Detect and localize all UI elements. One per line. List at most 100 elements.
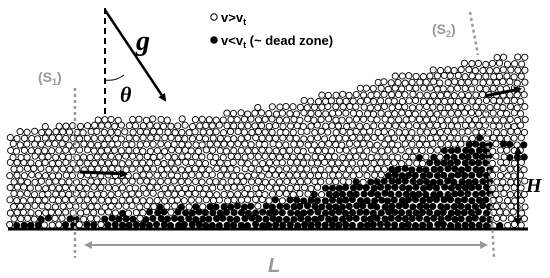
- grain-flowing: [305, 142, 311, 148]
- grain-flowing: [39, 154, 45, 160]
- grain-flowing: [409, 79, 415, 85]
- grain-dead: [273, 222, 279, 228]
- grain-dead: [452, 216, 458, 222]
- grain-flowing: [283, 103, 289, 109]
- grain-flowing: [161, 161, 167, 167]
- grain-flowing: [123, 167, 129, 173]
- grain-flowing: [137, 166, 143, 172]
- grain-dead: [116, 216, 122, 222]
- grain-flowing: [494, 215, 500, 221]
- grain-dead: [466, 142, 472, 148]
- grain-flowing: [199, 179, 205, 185]
- grain-flowing: [269, 104, 275, 110]
- grain-flowing: [444, 92, 450, 98]
- grain-dead: [301, 210, 307, 216]
- grain-flowing: [302, 185, 308, 191]
- grain-flowing: [164, 117, 170, 123]
- grain-dead: [388, 191, 394, 197]
- grain-flowing: [308, 123, 314, 129]
- grain-flowing: [234, 117, 240, 123]
- grain-flowing: [276, 167, 282, 173]
- grain-flowing: [318, 128, 324, 134]
- grain-dead: [455, 198, 461, 204]
- grain-flowing: [326, 166, 332, 172]
- grain-flowing: [42, 160, 48, 166]
- grain-flowing: [343, 98, 349, 104]
- grain-flowing: [56, 222, 62, 228]
- grain-dead: [417, 167, 423, 173]
- grain-dead: [483, 197, 489, 203]
- grain-flowing: [168, 123, 174, 129]
- grain-flowing: [130, 129, 136, 135]
- grain-flowing: [416, 141, 422, 147]
- grain-flowing: [45, 154, 51, 160]
- grain-flowing: [207, 191, 213, 197]
- grain-dead: [256, 216, 262, 222]
- grain-flowing: [427, 148, 433, 154]
- grain-flowing: [505, 123, 511, 129]
- grain-flowing: [395, 79, 401, 85]
- grain-dead: [336, 185, 342, 191]
- grain-flowing: [340, 91, 346, 97]
- grain-flowing: [130, 153, 136, 159]
- grain-flowing: [144, 129, 150, 135]
- grain-flowing: [396, 129, 402, 135]
- grain-flowing: [235, 128, 241, 134]
- grain-flowing: [95, 117, 101, 123]
- grain-flowing: [379, 148, 385, 154]
- grain-flowing: [473, 92, 479, 98]
- grain-flowing: [433, 135, 439, 141]
- grain-flowing: [92, 160, 98, 166]
- grain-flowing: [375, 105, 381, 111]
- grain-flowing: [406, 160, 412, 166]
- grain-flowing: [339, 117, 345, 123]
- grain-flowing: [133, 160, 139, 166]
- grain-flowing: [410, 154, 416, 160]
- grain-flowing: [14, 198, 20, 204]
- grain-dead: [477, 135, 483, 141]
- grain-flowing: [273, 111, 279, 117]
- grain-flowing: [262, 179, 268, 185]
- grain-dead: [448, 148, 454, 154]
- grain-flowing: [325, 92, 331, 98]
- grain-dead: [430, 179, 436, 185]
- grain-dead: [349, 209, 355, 215]
- grain-flowing: [266, 147, 272, 153]
- grain-flowing: [503, 185, 509, 191]
- grain-flowing: [136, 191, 142, 197]
- grain-dead: [337, 198, 343, 204]
- grain-flowing: [20, 198, 26, 204]
- grain-flowing: [178, 167, 184, 173]
- grain-flowing: [279, 110, 285, 116]
- grain-flowing: [406, 98, 412, 104]
- grain-dead: [507, 141, 513, 147]
- grain-flowing: [437, 129, 443, 135]
- grain-flowing: [365, 111, 371, 117]
- grain-dead: [353, 215, 359, 221]
- grain-flowing: [454, 85, 460, 91]
- grain-dead: [410, 191, 416, 197]
- grain-flowing: [399, 160, 405, 166]
- grain-flowing: [319, 92, 325, 98]
- grain-dead: [462, 185, 468, 191]
- grain-flowing: [24, 165, 30, 171]
- grain-dead: [427, 172, 433, 178]
- grain-dead: [483, 210, 489, 216]
- grain-flowing: [14, 172, 20, 178]
- grain-flowing: [262, 116, 268, 122]
- grain-dead: [423, 203, 429, 209]
- grain-flowing: [98, 221, 104, 227]
- grain-flowing: [473, 129, 479, 135]
- grain-flowing: [101, 191, 107, 197]
- grain-flowing: [511, 173, 517, 179]
- grain-flowing: [179, 129, 185, 135]
- grain-flowing: [144, 165, 150, 171]
- grain-flowing: [39, 129, 45, 135]
- grain-flowing: [63, 123, 69, 129]
- grain-flowing: [140, 185, 146, 191]
- grain-flowing: [202, 136, 208, 142]
- grain-flowing: [276, 154, 282, 160]
- grain-flowing: [150, 128, 156, 134]
- grain-flowing: [511, 97, 517, 103]
- grain-flowing: [105, 136, 111, 142]
